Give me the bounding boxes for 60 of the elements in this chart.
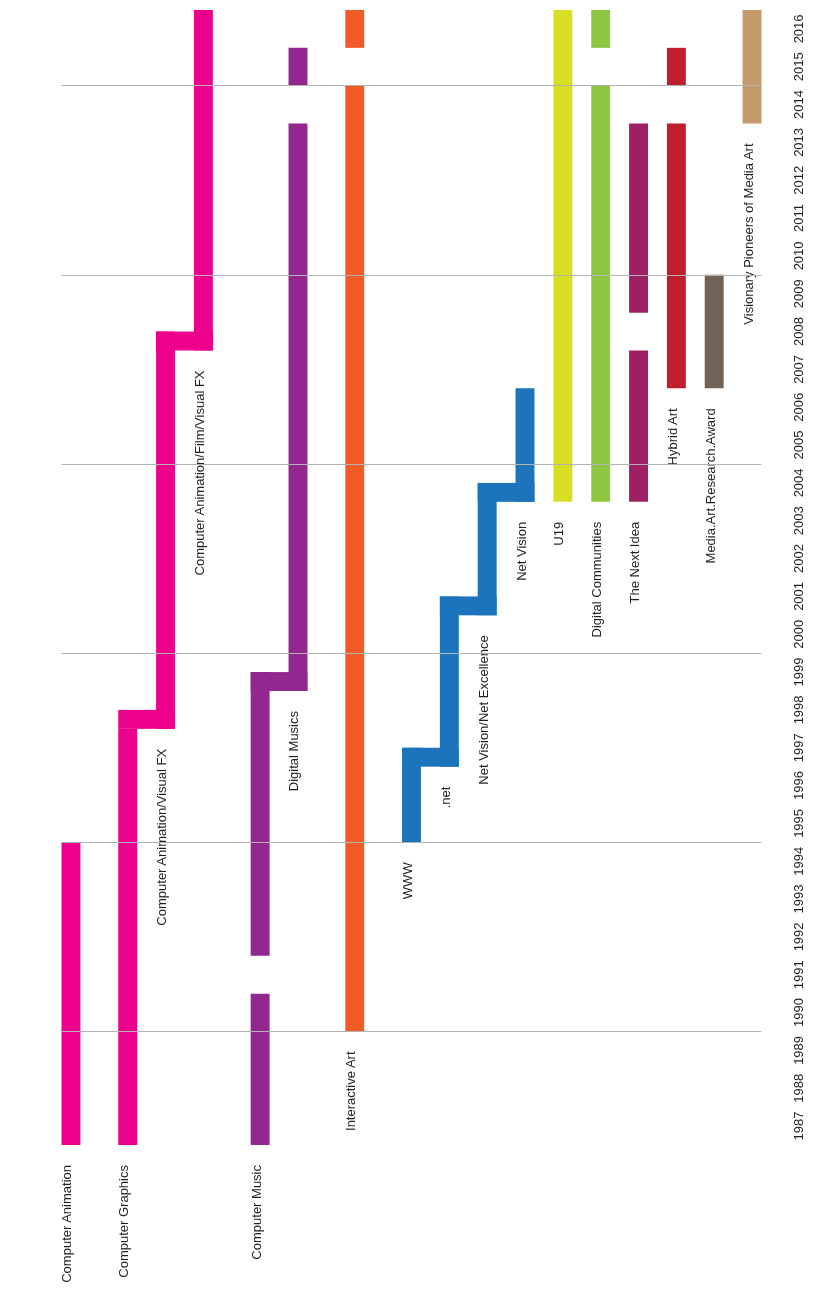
x-tick-label: Computer Animation/Visual FX — [154, 748, 170, 926]
bar — [629, 350, 648, 502]
x-tick-label: Digital Communities — [589, 521, 605, 638]
y-tick-label: 2001 — [790, 581, 806, 611]
y-tick-label: 1999 — [790, 657, 806, 687]
bar — [742, 10, 762, 124]
x-tick-label: Computer Animation — [59, 1165, 75, 1283]
y-tick-label: 2002 — [790, 544, 806, 574]
bar — [704, 274, 724, 389]
x-tick-label: U19 — [551, 521, 567, 546]
bar — [345, 85, 365, 1032]
x-tick-label: Net Vision — [513, 521, 529, 581]
y-tick-label: 2012 — [790, 165, 806, 195]
y-tick-label: 2015 — [790, 52, 806, 82]
y-tick-label: 2005 — [790, 430, 806, 460]
y-tick-label: 1991 — [790, 960, 806, 990]
y-tick-label: 2007 — [790, 354, 806, 384]
x-tick-label: .net — [437, 786, 453, 809]
y-tick-label: 2014 — [790, 90, 806, 120]
y-tick-label: 1987 — [790, 1111, 806, 1141]
y-tick-label: 2013 — [790, 127, 806, 157]
y-tick-label: 2006 — [790, 392, 806, 422]
y-tick-label: 2008 — [790, 317, 806, 347]
bar — [553, 10, 573, 502]
y-tick-label: 2011 — [790, 204, 806, 233]
y-tick-label: 2004 — [790, 468, 806, 498]
x-tick-label: Computer Music — [248, 1164, 264, 1260]
y-tick-label: 1996 — [790, 771, 806, 801]
x-tick-label: WWW — [400, 861, 415, 900]
x-tick-label: Media.Art.Research.Award — [702, 408, 718, 564]
y-tick-label: 1997 — [790, 733, 806, 763]
x-tick-label: Computer Graphics — [116, 1164, 132, 1278]
bar — [591, 85, 611, 502]
bar — [666, 47, 686, 86]
y-tick-label: 2000 — [790, 619, 806, 649]
x-tick-label: Digital Musics — [286, 710, 302, 792]
y-tick-label: 1990 — [790, 998, 806, 1028]
y-tick-label: 2010 — [790, 241, 806, 271]
y-tick-label: 1998 — [790, 695, 806, 725]
bar — [288, 47, 308, 86]
y-tick-label: 1994 — [790, 846, 806, 876]
y-tick-label: 1992 — [790, 922, 806, 952]
x-tick-label: The Next Idea — [627, 521, 643, 604]
x-tick-label: Interactive Art — [343, 1051, 359, 1131]
bar — [345, 10, 365, 48]
x-tick-label: Hybrid Art — [664, 407, 680, 466]
bar — [629, 123, 648, 313]
y-tick-label: 1995 — [790, 808, 806, 838]
y-tick-label: 1993 — [790, 884, 806, 914]
y-tick-label: 2003 — [790, 506, 806, 536]
x-tick-label: Computer Animation/Film/Visual FX — [191, 370, 207, 576]
y-tick-label: 1988 — [790, 1073, 806, 1103]
x-tick-label: Visionary Pioneers of Media Art — [740, 143, 756, 325]
y-tick-label: 2009 — [790, 279, 806, 309]
bar — [666, 123, 686, 389]
x-tick-label: Net Vision/Net Excellence — [475, 635, 491, 785]
bar — [61, 842, 81, 1145]
y-tick-label: 2016 — [790, 14, 806, 44]
y-tick-label: 1989 — [790, 1035, 806, 1065]
bar — [591, 10, 611, 48]
